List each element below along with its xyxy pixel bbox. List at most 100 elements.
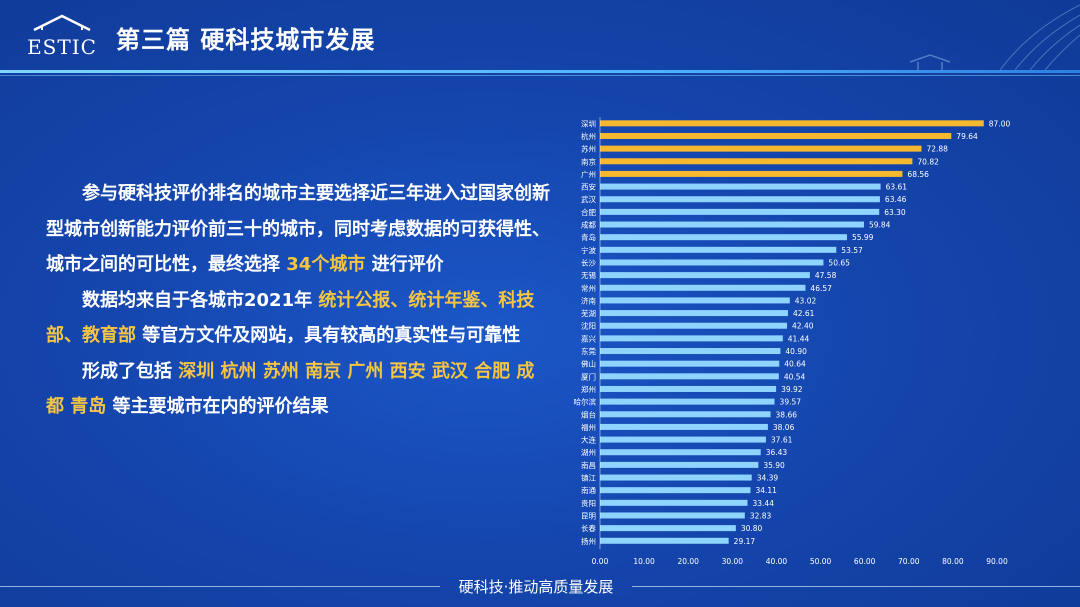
bar-无锡 — [600, 272, 810, 279]
bar-长沙 — [600, 259, 824, 266]
data-label: 38.06 — [773, 423, 795, 432]
bar-济南 — [600, 297, 790, 304]
bar-湖州 — [600, 449, 761, 456]
y-tick-label: 无锡 — [581, 271, 596, 280]
y-tick-label: 湖州 — [581, 448, 596, 457]
y-tick-label: 昆明 — [581, 511, 596, 520]
data-label: 38.66 — [776, 410, 798, 419]
x-tick-label: 60.00 — [854, 557, 876, 566]
data-label: 42.61 — [793, 309, 815, 318]
x-tick-label: 90.00 — [986, 557, 1008, 566]
paragraph-data-source: 数据均来自于各城市2021年 统计公报、统计年鉴、科技部、教育部 等官方文件及网… — [46, 283, 551, 354]
y-tick-label: 郑州 — [581, 384, 596, 394]
bar-哈尔滨 — [600, 398, 775, 405]
data-label: 29.17 — [734, 537, 756, 546]
bar-郑州 — [600, 385, 777, 392]
y-tick-label: 东莞 — [581, 346, 596, 356]
data-label: 41.44 — [788, 334, 810, 343]
bar-武汉 — [600, 196, 880, 203]
data-label: 50.65 — [828, 258, 850, 267]
body-text: 参与硬科技评价排名的城市主要选择近三年进入过国家创新型城市创新能力评价前三十的城… — [46, 183, 550, 275]
y-tick-label: 烟台 — [581, 409, 596, 419]
body-text: 数据均来自于各城市2021年 — [82, 289, 319, 311]
data-label: 79.64 — [956, 132, 978, 141]
y-tick-label: 杭州 — [581, 131, 596, 141]
data-label: 34.11 — [755, 486, 777, 495]
y-tick-label: 贵阳 — [581, 498, 596, 508]
y-tick-label: 长沙 — [581, 257, 596, 267]
bar-苏州 — [600, 145, 922, 152]
bar-成都 — [600, 221, 864, 228]
bar-东莞 — [600, 348, 781, 355]
bar-镇江 — [600, 474, 752, 481]
bar-嘉兴 — [600, 335, 783, 342]
logo-icon: ESTIC — [28, 14, 96, 59]
data-label: 36.43 — [766, 448, 788, 457]
bar-烟台 — [600, 411, 771, 418]
y-tick-label: 合肥 — [581, 207, 596, 217]
y-tick-label: 沈阳 — [581, 321, 596, 331]
y-tick-label: 成都 — [581, 220, 596, 230]
bar-芜湖 — [600, 310, 788, 317]
data-label: 55.99 — [852, 233, 874, 242]
footer-divider-right — [632, 586, 1080, 587]
header-divider — [0, 70, 1080, 73]
bar-大连 — [600, 436, 766, 443]
data-label: 34.39 — [757, 474, 779, 483]
x-tick-label: 20.00 — [677, 557, 699, 566]
paragraph-city-selection: 参与硬科技评价排名的城市主要选择近三年进入过国家创新型城市创新能力评价前三十的城… — [46, 176, 551, 283]
y-tick-label: 南昌 — [581, 460, 596, 470]
bar-厦门 — [600, 373, 779, 380]
data-label: 40.54 — [784, 372, 806, 381]
x-tick-label: 80.00 — [942, 557, 964, 566]
x-tick-label: 40.00 — [766, 557, 788, 566]
page-title: 第三篇 硬科技城市发展 — [116, 26, 376, 54]
bar-沈阳 — [600, 322, 788, 329]
y-tick-label: 西安 — [581, 182, 596, 192]
description-text: 参与硬科技评价排名的城市主要选择近三年进入过国家创新型城市创新能力评价前三十的城… — [46, 176, 551, 425]
city-score-bar-chart: 深圳 87.00 杭州 79.64 苏州 72.88 南京 70.82 广州 68.56 西安 63.… — [574, 117, 1011, 566]
data-label: 30.80 — [741, 524, 763, 533]
y-tick-label: 福州 — [581, 423, 596, 432]
data-label: 40.90 — [785, 347, 807, 356]
data-label: 40.64 — [784, 360, 806, 369]
bar-深圳 — [600, 120, 984, 127]
svg-text:ESTIC: ESTIC — [28, 35, 96, 59]
bar-南昌 — [600, 461, 759, 468]
y-tick-label: 广州 — [581, 169, 596, 179]
data-label: 35.90 — [763, 461, 785, 470]
x-tick-label: 30.00 — [722, 557, 744, 566]
data-label: 53.57 — [841, 246, 863, 255]
data-label: 87.00 — [989, 119, 1011, 128]
y-tick-label: 常州 — [581, 284, 596, 293]
x-tick-label: 70.00 — [898, 557, 920, 566]
data-label: 72.88 — [926, 145, 948, 154]
bar-杭州 — [600, 132, 952, 139]
data-label: 33.44 — [753, 499, 775, 508]
y-tick-label: 苏州 — [581, 144, 596, 154]
bar-青岛 — [600, 234, 847, 241]
data-label: 37.61 — [771, 436, 793, 445]
bar-昆明 — [600, 512, 745, 519]
data-label: 46.57 — [810, 284, 832, 293]
data-label: 47.58 — [815, 271, 837, 280]
y-tick-label: 佛山 — [581, 359, 596, 369]
bar-宁波 — [600, 246, 837, 253]
deco-lines-icon — [909, 4, 1080, 71]
paragraph-results: 形成了包括 深圳 杭州 苏州 南京 广州 西安 武汉 合肥 成都 青岛 等主要城… — [46, 354, 551, 425]
x-tick-label: 0.00 — [592, 557, 609, 566]
y-tick-label: 南通 — [581, 485, 596, 495]
data-label: 63.61 — [886, 183, 908, 192]
body-text: 进行评价 — [365, 254, 444, 275]
y-tick-label: 宁波 — [581, 245, 596, 255]
header-divider-thin — [0, 75, 1080, 76]
data-label: 63.46 — [885, 195, 907, 204]
y-tick-label: 嘉兴 — [581, 333, 596, 343]
data-label: 43.02 — [795, 296, 817, 305]
data-label: 32.83 — [750, 511, 772, 520]
data-label: 59.84 — [869, 221, 891, 230]
bar-西安 — [600, 183, 881, 190]
bar-南通 — [600, 487, 751, 494]
y-tick-label: 济南 — [581, 295, 596, 305]
body-text: 等官方文件及网站，具有较高的真实性与可靠性 — [136, 325, 521, 346]
